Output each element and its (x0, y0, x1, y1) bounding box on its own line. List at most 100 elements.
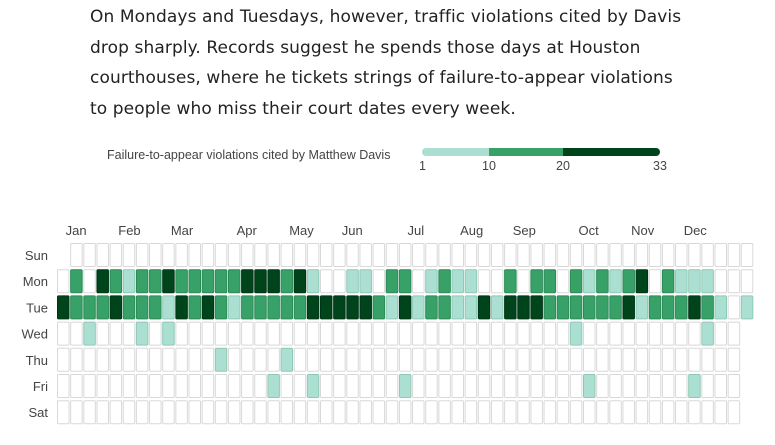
heatmap-cell (149, 243, 162, 267)
heatmap-cell (556, 269, 570, 294)
heatmap-cell (346, 243, 359, 267)
heatmap-cell (648, 400, 662, 425)
heatmap-cell (83, 347, 96, 372)
heatmap-cell (109, 321, 123, 346)
heatmap-cell (583, 347, 596, 372)
heatmap-cell (162, 400, 175, 425)
heatmap-cell (306, 400, 320, 425)
heatmap-cell (320, 374, 333, 398)
heatmap-cell (96, 347, 109, 372)
heatmap-cell (451, 269, 464, 294)
heatmap-cell (477, 321, 491, 346)
heatmap-cell (714, 295, 727, 320)
heatmap-cell (227, 295, 241, 320)
heatmap-cell (543, 347, 557, 372)
heatmap-cell (346, 321, 359, 346)
heatmap-cell (583, 400, 596, 425)
heatmap-cell (122, 321, 136, 346)
heatmap-cell (201, 321, 215, 346)
heatmap-cell (517, 374, 530, 398)
heatmap-cell (135, 321, 149, 346)
heatmap-cell (609, 269, 622, 294)
heatmap-cell (648, 374, 662, 398)
heatmap-cell (149, 347, 162, 372)
heatmap-cell (438, 374, 451, 398)
heatmap-cell (675, 269, 688, 294)
heatmap-cell (162, 374, 175, 398)
heatmap-cell (464, 243, 478, 267)
heatmap-cell (280, 374, 294, 398)
heatmap-cell (661, 400, 675, 425)
heatmap-cell (359, 400, 372, 425)
heatmap-cell (254, 243, 267, 267)
heatmap-cell (359, 295, 372, 320)
heatmap-cell (57, 269, 70, 294)
heatmap-cell (648, 243, 662, 267)
heatmap-cell (622, 347, 635, 372)
heatmap-cell (490, 243, 504, 267)
paragraph-line: On Mondays and Tuesdays, however, traffi… (90, 7, 682, 27)
heatmap-cell (701, 295, 714, 320)
heatmap-cell (451, 321, 464, 346)
heatmap-cell (333, 321, 346, 346)
heatmap-cell (306, 269, 320, 294)
heatmap-cell (661, 243, 675, 267)
heatmap-cell (412, 374, 425, 398)
heatmap-cell (346, 269, 359, 294)
heatmap-cell (214, 243, 228, 267)
heatmap-cell (569, 321, 583, 346)
heatmap-cell (385, 295, 399, 320)
heatmap-cell (504, 321, 517, 346)
heatmap-cell (477, 400, 491, 425)
heatmap-cell (70, 243, 83, 267)
heatmap-cell (175, 321, 188, 346)
heatmap-cell (398, 400, 412, 425)
heatmap-cell (425, 243, 438, 267)
heatmap-cell (675, 321, 688, 346)
heatmap-cell (280, 347, 294, 372)
heatmap-cell (530, 269, 543, 294)
heatmap-cell (490, 321, 504, 346)
month-label: Nov (631, 223, 655, 238)
heatmap-cell (609, 243, 622, 267)
heatmap-cell (609, 374, 622, 398)
heatmap-cell (385, 243, 399, 267)
heatmap-cell (530, 347, 543, 372)
heatmap-cell (57, 374, 70, 398)
heatmap-cell (241, 400, 254, 425)
heatmap-cell (504, 347, 517, 372)
heatmap-cell (96, 295, 109, 320)
heatmap-cell (109, 295, 123, 320)
heatmap-cell (504, 295, 517, 320)
heatmap-cell (609, 347, 622, 372)
heatmap-cell (740, 295, 754, 320)
heatmap-cell (372, 243, 386, 267)
heatmap-cell (96, 243, 109, 267)
heatmap-cell (320, 269, 333, 294)
heatmap-cell (149, 321, 162, 346)
heatmap-cell (596, 243, 609, 267)
heatmap-cell (635, 347, 649, 372)
heatmap-cell (701, 243, 714, 267)
heatmap-cell (293, 374, 307, 398)
heatmap-cell (175, 374, 188, 398)
heatmap-cell (635, 400, 649, 425)
heatmap-cell (477, 269, 491, 294)
heatmap-cell (162, 295, 175, 320)
heatmap-cell (227, 400, 241, 425)
heatmap-cell (188, 347, 201, 372)
heatmap-cell (412, 347, 425, 372)
heatmap-cell (254, 400, 267, 425)
heatmap-cell (688, 321, 701, 346)
heatmap-cell (412, 400, 425, 425)
heatmap-cell (451, 243, 464, 267)
heatmap-cell (635, 321, 649, 346)
heatmap-cell (346, 347, 359, 372)
day-label: Thu (26, 353, 48, 368)
heatmap-cell (320, 295, 333, 320)
heatmap-cell (504, 243, 517, 267)
heatmap-cell (622, 374, 635, 398)
heatmap-cell (333, 295, 346, 320)
heatmap-cell (714, 243, 727, 267)
heatmap-cell (425, 374, 438, 398)
